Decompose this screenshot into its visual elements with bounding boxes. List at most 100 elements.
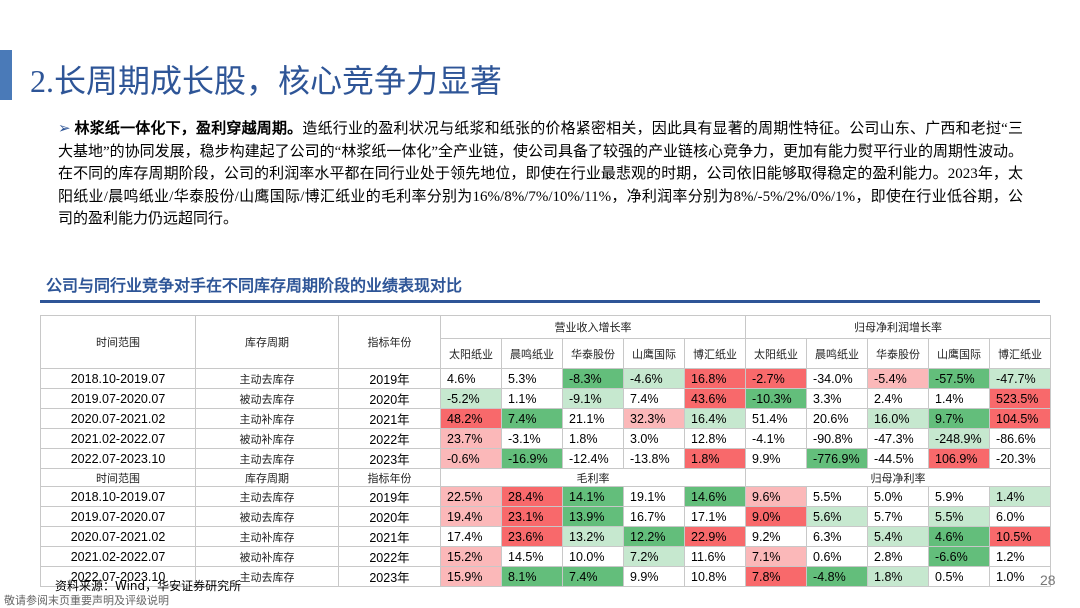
table-cell: 7.4% (623, 388, 685, 409)
table-cell: 指标年份 (338, 315, 441, 369)
table-row: 太阳纸业 晨鸣纸业 华泰股份 山鹰国际 博汇纸业 太阳纸业 晨鸣纸业 华泰股份 山鹰国际 博汇纸业 (41, 338, 1052, 369)
table-cell: 主动补库存 (195, 526, 339, 547)
table-cell: 10.5% (989, 526, 1052, 547)
table-cell: 营业收入增长率 (439, 315, 747, 339)
table-cell: 11.6% (683, 546, 747, 567)
table-cell: 毛利率 (439, 468, 747, 487)
table-cell: 21.1% (562, 408, 624, 429)
table-cell: 归母净利润增长率 (745, 315, 1052, 339)
table-cell: -4.1% (745, 428, 808, 449)
table-cell: 博汇纸业 (683, 338, 747, 369)
table-cell: 2022年 (338, 546, 441, 567)
table-row: 2022.07-2023.10 主动去库存 2023年 -0.6% -16.9% -12.… (40, 448, 1052, 469)
table-cell: -16.9% (501, 448, 563, 469)
source-note: 资料来源：Wind，华安证券研究所 (55, 579, 242, 593)
table-row: 2019.07-2020.07 被动去库存 2020年 19.4% 23.1% 13.9%… (40, 506, 1052, 527)
table-cell: 1.0% (989, 566, 1052, 587)
table-cell: 时间范围 (40, 315, 196, 369)
table-cell: 1.8% (867, 566, 930, 587)
table-cell: 2018.10-2019.07 (40, 486, 196, 507)
table-cell: 14.6% (683, 486, 747, 507)
table-cell: 1.2% (989, 546, 1052, 567)
table-cell: 主动去库存 (195, 448, 339, 469)
table-cell: -9.1% (562, 388, 624, 409)
table-cell: 2022.07-2023.10 (40, 566, 196, 587)
table-row: 时间范围 库存周期 指标年份 营业收入增长率 归母净利润增长率 (40, 315, 1052, 369)
table-cell: 14.5% (501, 546, 563, 567)
table-cell: 43.6% (683, 388, 747, 409)
table-cell: 16.4% (683, 408, 747, 429)
table-cell: 2020年 (338, 388, 441, 409)
table-cell: 2.8% (867, 546, 930, 567)
table-cell: 4.6% (928, 526, 991, 547)
table-cell: 山鹰国际 (623, 338, 685, 369)
table-cell: 523.5% (989, 388, 1052, 409)
table-cell: 5.6% (806, 506, 869, 527)
table-cell: 2020年 (338, 506, 441, 527)
title-bar (0, 50, 12, 100)
footer-note: 敬请参阅末页重要声明及评级说明 (4, 594, 169, 607)
table-cell: 2018.10-2019.07 (40, 368, 196, 389)
table-cell: -86.6% (989, 428, 1052, 449)
table-cell: -2.7% (745, 368, 808, 389)
table-cell: 2021.02-2022.07 (40, 546, 196, 567)
table-cell: 9.9% (623, 566, 685, 587)
table-cell: 2019年 (338, 368, 441, 389)
table-cell: 主动去库存 (195, 368, 339, 389)
table-cell: 23.7% (440, 428, 502, 449)
table-cell: 9.9% (745, 448, 808, 469)
table-cell: 19.4% (440, 506, 502, 527)
table-cell: 9.6% (745, 486, 808, 507)
table-cell: -44.5% (867, 448, 930, 469)
table-cell: -5.2% (440, 388, 502, 409)
table-cell: -13.8% (623, 448, 685, 469)
table-cell: -47.7% (989, 368, 1052, 389)
table-cell: 2.4% (867, 388, 930, 409)
slide-title: 2.长周期成长股，核心竞争力显著 (30, 63, 503, 99)
table-cell: 12.2% (623, 526, 685, 547)
table-cell: 9.2% (745, 526, 808, 547)
table-cell: -57.5% (928, 368, 991, 389)
table-cell: 太阳纸业 (745, 338, 808, 369)
table-cell: 时间范围 (40, 468, 196, 487)
table-cell: -3.1% (501, 428, 563, 449)
table-cell: -4.8% (806, 566, 869, 587)
table-cell: 2021年 (338, 526, 441, 547)
table-cell: 16.8% (683, 368, 747, 389)
table-cell: 17.4% (440, 526, 502, 547)
table-cell: -8.3% (562, 368, 624, 389)
table-row: 2020.07-2021.02 主动补库存 2021年 17.4% 23.6% 13.2%… (40, 526, 1052, 547)
table-cell: 2023年 (338, 448, 441, 469)
table-cell: 51.4% (745, 408, 808, 429)
table-row: 时间范围 库存周期 指标年份 毛利率 归母净利率 (40, 468, 1052, 487)
table-cell: 2023年 (338, 566, 441, 587)
table-cell: -47.3% (867, 428, 930, 449)
table-cell: 10.0% (562, 546, 624, 567)
table-cell: 15.9% (440, 566, 502, 587)
table-cell: 1.1% (501, 388, 563, 409)
table-cell: 20.6% (806, 408, 869, 429)
table-cell: 主动去库存 (195, 566, 339, 587)
table-cell: 2020.07-2021.02 (40, 408, 196, 429)
table-cell: 7.1% (745, 546, 808, 567)
table-cell: 5.5% (806, 486, 869, 507)
table-cell: 5.7% (867, 506, 930, 527)
table-row: 2018.10-2019.07 主动去库存 2019年 22.5% 28.4% 14.1%… (40, 486, 1052, 507)
table-cell: 16.7% (623, 506, 685, 527)
table-cell: 104.5% (989, 408, 1052, 429)
table-cell: 15.2% (440, 546, 502, 567)
table-cell: 华泰股份 (867, 338, 930, 369)
table-cell: 5.4% (867, 526, 930, 547)
table-cell: 2019.07-2020.07 (40, 388, 196, 409)
table-cell: 5.3% (501, 368, 563, 389)
table-cell: 1.8% (562, 428, 624, 449)
table-cell: 归母净利率 (745, 468, 1052, 487)
table-cell: 6.3% (806, 526, 869, 547)
table-rule (40, 300, 1040, 303)
table-cell: 2020.07-2021.02 (40, 526, 196, 547)
table-cell: 0.6% (806, 546, 869, 567)
table-cell: 7.8% (745, 566, 808, 587)
table-cell: 16.0% (867, 408, 930, 429)
table-cell: 23.6% (501, 526, 563, 547)
table-cell: 2019.07-2020.07 (40, 506, 196, 527)
